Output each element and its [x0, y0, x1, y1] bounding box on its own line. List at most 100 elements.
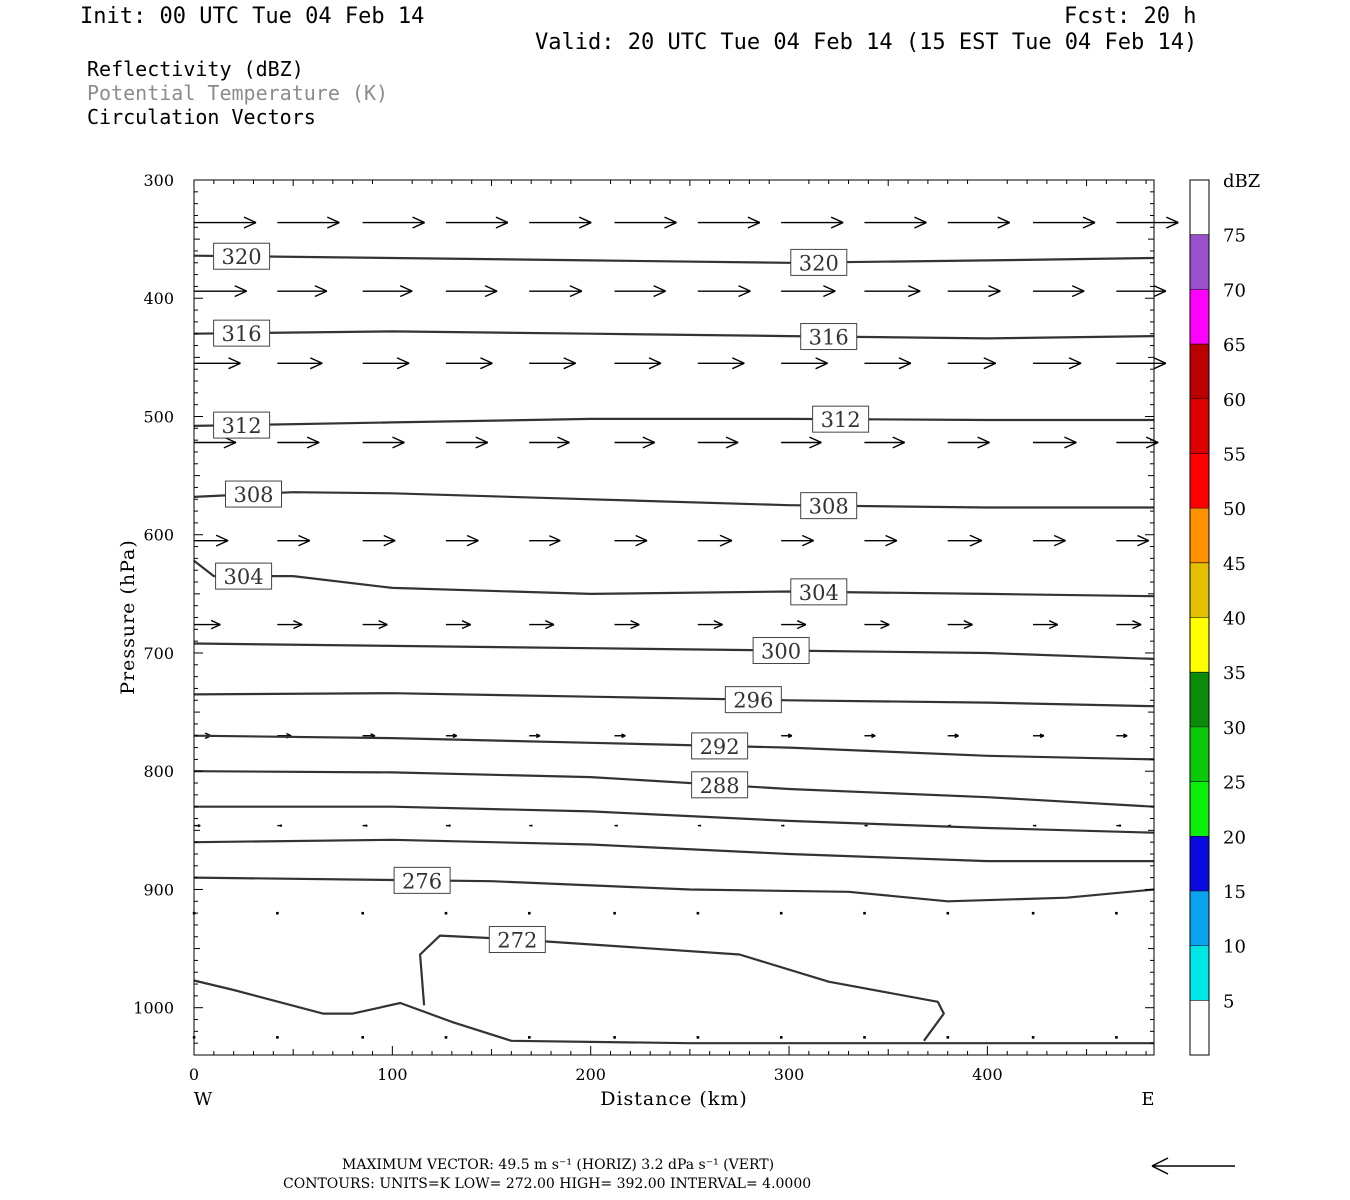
circulation-vector [1033, 357, 1082, 370]
vector-head-upper [809, 436, 822, 444]
vector-head-upper [738, 285, 751, 292]
circulation-vector [697, 620, 723, 630]
vector-head-upper [815, 357, 828, 364]
circulation-vector [362, 620, 388, 630]
vector-head-upper [399, 285, 413, 292]
vector-head-lower [1064, 441, 1077, 449]
vector-head-lower [210, 623, 221, 630]
circulation-vector [277, 824, 283, 827]
x-tick-label: 300 [774, 1065, 805, 1084]
circulation-vector [194, 619, 221, 630]
theta-contour-312 [193, 417, 1154, 427]
circulation-vector [697, 534, 733, 547]
vector-head-lower [648, 362, 662, 370]
vector-head-lower [309, 362, 323, 370]
contour-label: 312 [222, 414, 262, 438]
circulation-vector [864, 285, 921, 298]
vector-head-lower [719, 540, 733, 547]
theta-contour-284 [194, 805, 1155, 834]
vector-head-lower [1137, 540, 1150, 547]
colorbar-segment [1190, 672, 1209, 727]
vector-head-lower [871, 735, 876, 739]
vector-head-lower [484, 290, 498, 298]
circulation-vector [362, 285, 413, 298]
circulation-vector [1033, 436, 1077, 449]
contour-label: 316 [222, 322, 262, 346]
vector-head-upper [1082, 216, 1096, 224]
colorbar-segment [1190, 1000, 1209, 1055]
contour-label: 308 [809, 495, 849, 519]
vector-head-lower [815, 362, 828, 370]
circulation-vector [529, 824, 533, 827]
vector-head-lower [787, 735, 793, 739]
contour-label: 276 [402, 869, 442, 893]
theta-contours: 320 320 316 316 312 312 308 308 304 304 300 296 292 2… [193, 242, 1155, 1045]
circulation-vector [194, 285, 247, 298]
circulation-vector [1116, 285, 1167, 298]
vector-head-lower [1068, 362, 1082, 370]
vector-head-upper [653, 285, 666, 292]
circulation-vector [445, 285, 498, 298]
circulation-vector [277, 216, 340, 229]
vector-head-lower [653, 290, 666, 298]
circulation-vector [1116, 216, 1179, 229]
y-tick-label: 700 [143, 644, 174, 663]
vector-head-lower [228, 362, 241, 370]
contour-label: 304 [799, 581, 839, 605]
vectors-label: Circulation Vectors [87, 105, 316, 129]
theta-contour-272 [419, 934, 945, 1042]
vector-head-lower [327, 221, 340, 229]
vector-head-upper [823, 285, 836, 292]
circulation-vector [864, 357, 912, 370]
theta-contour-292 [193, 734, 1155, 761]
vector-head-upper [907, 285, 921, 292]
circulation-vector [947, 733, 959, 739]
contour-label: 292 [700, 735, 740, 759]
vector-head-lower [378, 623, 388, 630]
vector-head-upper [327, 216, 340, 224]
vector-head-upper [1153, 357, 1167, 364]
vector-head-upper [1153, 285, 1167, 292]
circulation-vector [614, 357, 662, 370]
colorbar-segment [1190, 562, 1209, 618]
vector-dot [946, 911, 950, 915]
y-tick-label: 300 [143, 171, 174, 190]
vector-dot [528, 1036, 531, 1039]
vector-head-lower [557, 441, 570, 449]
colorbar-segment [1190, 890, 1209, 946]
contour-label-box [225, 480, 283, 508]
plot-frame [193, 179, 1155, 1056]
circulation-vector [864, 824, 868, 827]
contour-label-box [790, 578, 848, 606]
contour-label: 272 [497, 929, 537, 953]
contour-label-box [800, 323, 858, 351]
vector-head-lower [314, 290, 328, 298]
circulation-vector [781, 216, 844, 229]
vector-head-upper [557, 436, 570, 444]
circulation-vector [614, 216, 677, 229]
circulation-vector [864, 733, 876, 739]
vector-head-lower [383, 540, 396, 547]
circulation-vector [362, 216, 425, 229]
vector-head-lower [396, 362, 410, 370]
vector-head-upper [309, 357, 323, 364]
circulation-vectors [192, 216, 1179, 1039]
colorbar-level-label: 60 [1223, 390, 1246, 411]
vector-head-lower [892, 441, 906, 449]
circulation-vector [1116, 824, 1122, 827]
vector-head-lower [997, 221, 1011, 229]
east-label: E [1141, 1089, 1154, 1110]
vector-head-upper [885, 534, 898, 542]
vector-dot [444, 911, 448, 915]
vector-head-upper [396, 357, 410, 364]
circulation-vector [529, 436, 570, 449]
vector-head-lower [977, 441, 990, 449]
contour-label: 300 [761, 640, 801, 664]
vector-head-lower [1082, 221, 1096, 229]
circulation-vector [947, 534, 983, 547]
vector-head-lower [642, 441, 656, 449]
vector-head-upper [383, 534, 396, 542]
vector-head-upper [963, 620, 973, 626]
vector-head-lower [412, 221, 425, 229]
contour-label-box [752, 637, 810, 665]
